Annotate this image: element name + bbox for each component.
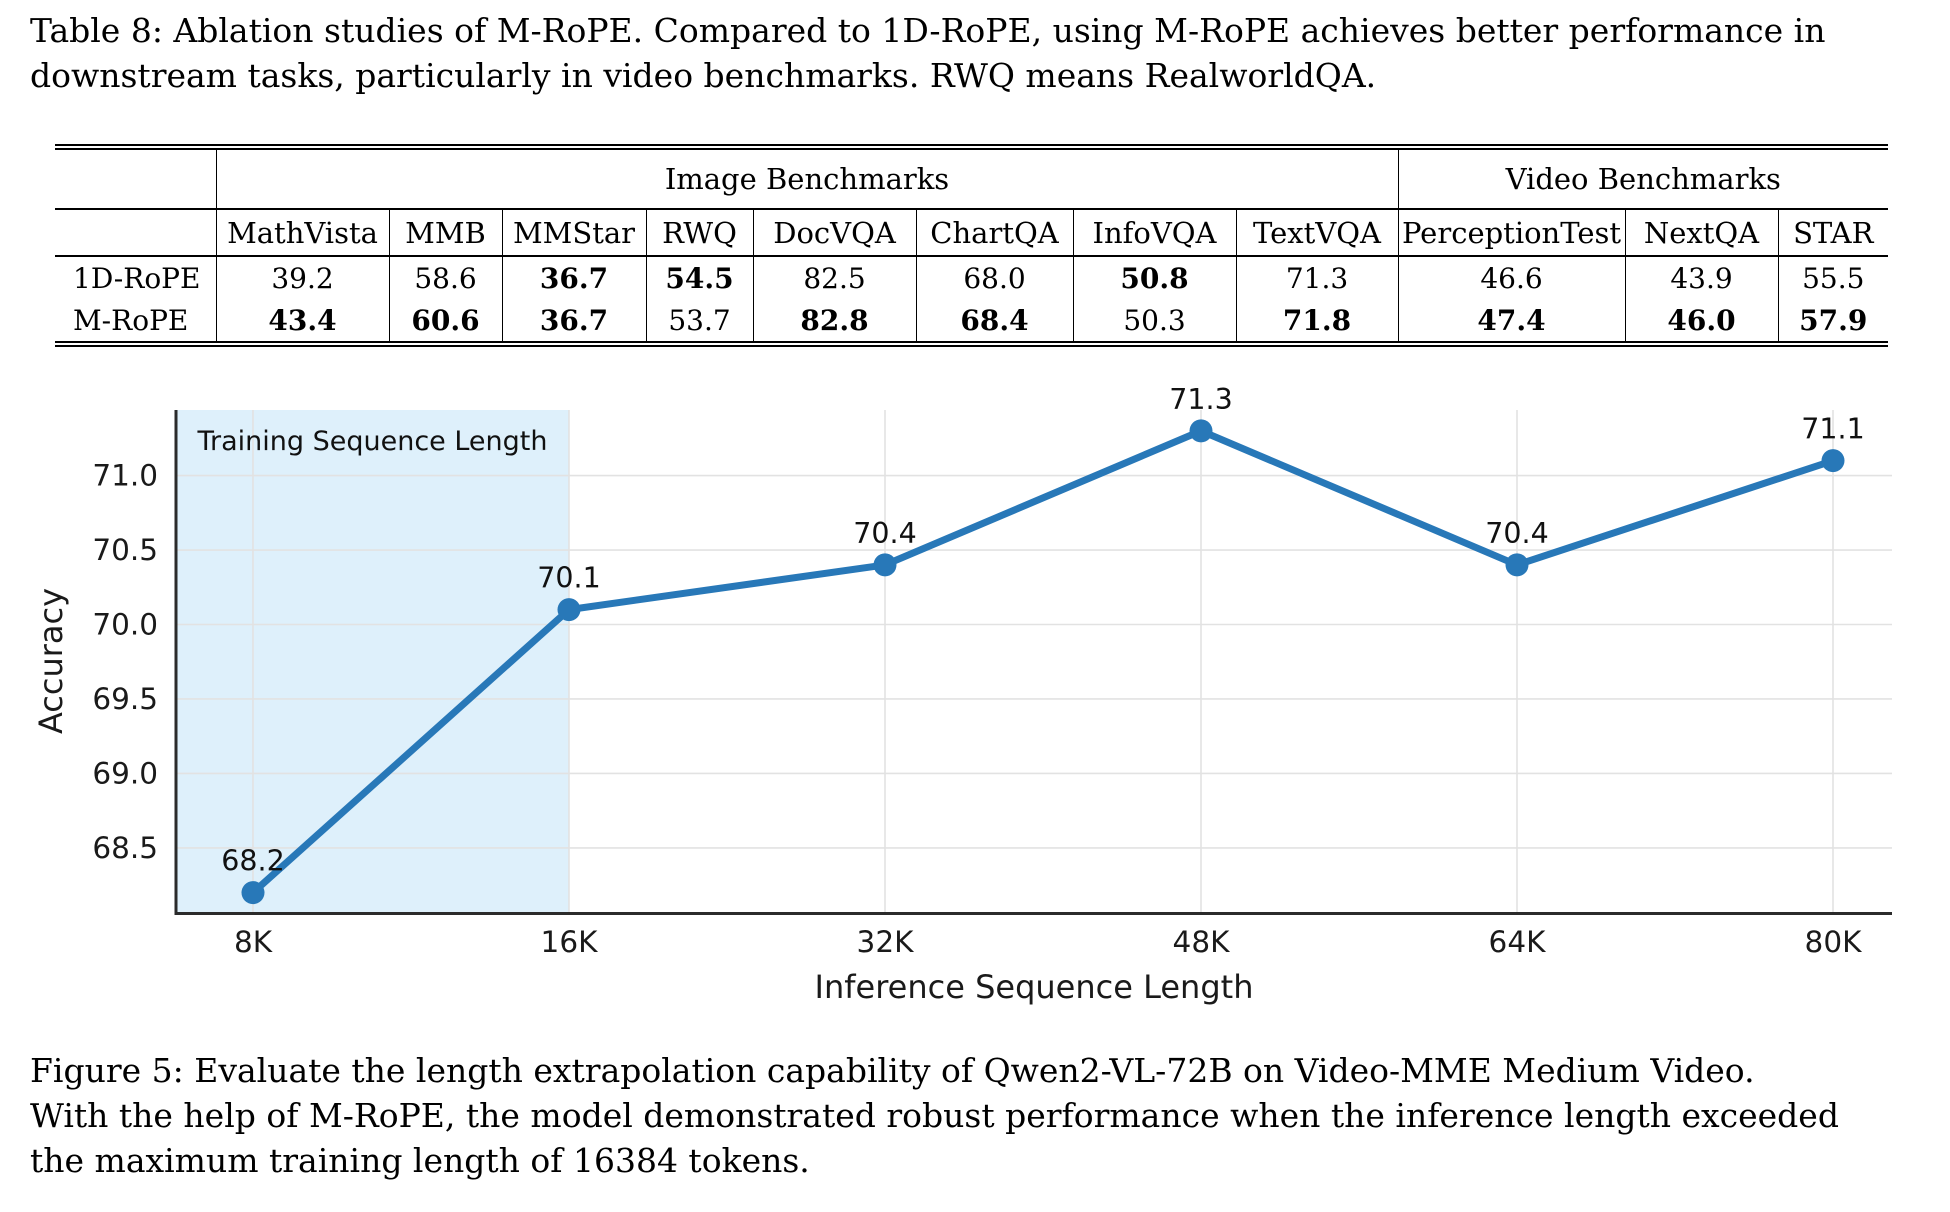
table-caption: Table 8: Ablation studies of M-RoPE. Com… xyxy=(30,8,1950,98)
value-cell: 50.8 xyxy=(1073,256,1237,299)
y-tick-label: 70.5 xyxy=(92,533,158,567)
value-cell: 47.4 xyxy=(1398,299,1626,344)
value-cell: 82.5 xyxy=(753,256,917,299)
figure-chart: Training Sequence Length 68.2 70.1 70.4 71.3… xyxy=(0,330,1950,1010)
value-cell: 46.0 xyxy=(1625,299,1779,344)
chart-line xyxy=(249,427,1837,897)
y-tick-label: 70.0 xyxy=(92,608,158,642)
y-tick-label: 69.0 xyxy=(92,756,158,790)
chart-point xyxy=(873,553,897,577)
column-header-cell: DocVQA xyxy=(753,209,917,257)
value-cell: 55.5 xyxy=(1802,261,1865,295)
value-cell: 46.6 xyxy=(1398,256,1626,299)
table-row: 1D-RoPE 39.2 58.6 36.7 54.5 82.5 68.0 50.8 71.3 4… xyxy=(55,256,1888,299)
column-header-cell: MathVista xyxy=(216,209,390,257)
table-caption-line-2: downstream tasks, particularly in video … xyxy=(30,56,1377,95)
value-cell: 60.6 xyxy=(389,299,503,344)
x-axis-title: Inference Sequence Length xyxy=(815,968,1254,1006)
chart-point xyxy=(557,598,581,622)
value-cell: 36.7 xyxy=(502,299,647,344)
group-header-cell: Image Benchmarks xyxy=(216,147,1399,210)
value-cell: 36.7 xyxy=(502,256,647,299)
value-cell: 68.4 xyxy=(916,299,1074,344)
y-tick-label: 69.5 xyxy=(92,682,158,716)
x-tick-label: 48K xyxy=(1173,925,1231,959)
chart-point-label: 71.1 xyxy=(1801,413,1864,446)
chart-point-label: 70.4 xyxy=(853,517,916,550)
column-header-cell: TextVQA xyxy=(1236,209,1399,257)
chart-point-label: 70.4 xyxy=(1485,517,1548,550)
y-axis-title: Accuracy xyxy=(32,588,70,734)
accuracy-line-chart: Training Sequence Length 68.2 70.1 70.4 71.3… xyxy=(32,383,1892,1006)
figure-caption: Figure 5: Evaluate the length extrapolat… xyxy=(30,1048,1950,1183)
value-cell: 82.8 xyxy=(753,299,917,344)
x-tick-label: 32K xyxy=(857,925,915,959)
value-cell: 39.2 xyxy=(216,256,390,299)
row-label-cell: 1D-RoPE xyxy=(55,256,217,299)
benchmark-table: Image Benchmarks Video Benchmarks MathVist… xyxy=(55,144,1889,347)
column-header-cell: MMB xyxy=(389,209,503,257)
chart-point xyxy=(1189,419,1213,443)
row-label-cell: M-RoPE xyxy=(55,299,217,344)
value-cell: 54.5 xyxy=(646,256,754,299)
value-cell: 71.3 xyxy=(1236,256,1399,299)
x-tick-label: 8K xyxy=(234,925,273,959)
figure-caption-line-3: the maximum training length of 16384 tok… xyxy=(30,1141,810,1180)
table-caption-line-1: Table 8: Ablation studies of M-RoPE. Com… xyxy=(30,11,1826,50)
chart-point-label: 68.2 xyxy=(221,845,284,878)
value-cell: 53.7 xyxy=(646,299,754,344)
value-cell: 57.9 xyxy=(1799,303,1868,337)
value-cell: 43.9 xyxy=(1625,256,1779,299)
value-cell: 68.0 xyxy=(916,256,1074,299)
training-region-label: Training Sequence Length xyxy=(196,426,547,457)
table-row: M-RoPE 43.4 60.6 36.7 53.7 82.8 68.4 50.3 71.8 47… xyxy=(55,299,1888,344)
group-header-cell: Video Benchmarks xyxy=(1398,147,1889,210)
x-tick-label: 64K xyxy=(1489,925,1547,959)
column-header-cell: NextQA xyxy=(1625,209,1779,257)
chart-point xyxy=(241,881,265,905)
y-tick-label: 71.0 xyxy=(92,459,158,493)
value-cell: 71.8 xyxy=(1236,299,1399,344)
column-header-cell: PerceptionTest xyxy=(1398,209,1626,257)
chart-point xyxy=(1821,449,1845,473)
column-header-cell: InfoVQA xyxy=(1073,209,1237,257)
column-header-cell: RWQ xyxy=(646,209,754,257)
column-header-cell: STAR xyxy=(1778,209,1889,257)
value-cell: 58.6 xyxy=(389,256,503,299)
table-stub-cell xyxy=(55,147,217,210)
chart-point xyxy=(1505,553,1529,577)
figure-caption-line-2: With the help of M-RoPE, the model demon… xyxy=(30,1096,1839,1135)
x-tick-label: 16K xyxy=(541,925,599,959)
chart-point-label: 71.3 xyxy=(1169,383,1232,416)
figure-caption-line-1: Figure 5: Evaluate the length extrapolat… xyxy=(30,1051,1755,1090)
column-header-cell: MMStar xyxy=(502,209,647,257)
chart-point-label: 70.1 xyxy=(537,562,600,595)
y-tick-label: 68.5 xyxy=(92,831,158,865)
chart-shaded-region xyxy=(177,410,569,912)
value-cell: 43.4 xyxy=(216,299,390,344)
value-cell: 50.3 xyxy=(1073,299,1237,344)
table-stub-cell xyxy=(55,209,217,257)
x-tick-label: 80K xyxy=(1805,925,1863,959)
column-header-cell: ChartQA xyxy=(916,209,1074,257)
